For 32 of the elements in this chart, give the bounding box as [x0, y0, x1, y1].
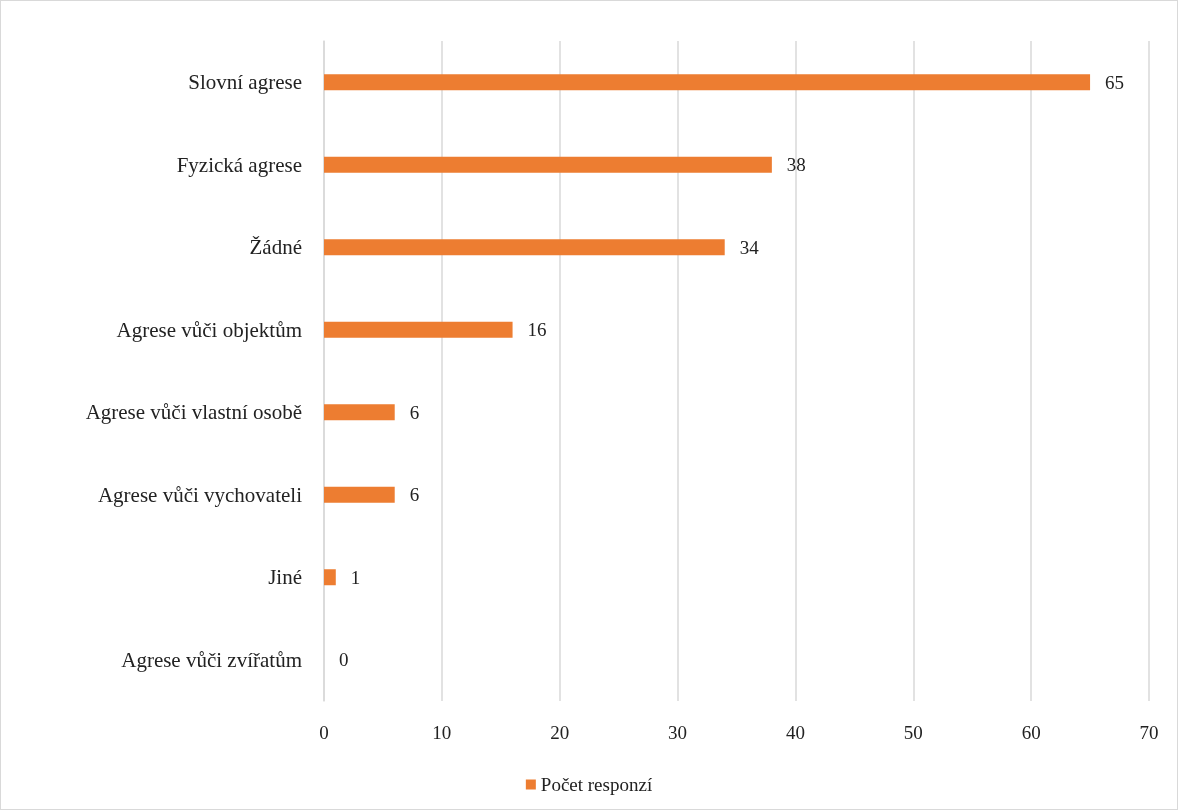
data-label: 38	[786, 154, 806, 176]
data-label: 1	[350, 566, 361, 588]
bar	[324, 404, 395, 421]
x-tick-label: 70	[1139, 722, 1159, 743]
y-tick-label: Agrese vůči vlastní osobě	[85, 400, 302, 425]
bar	[324, 486, 395, 503]
bar	[324, 569, 336, 586]
data-label: 16	[527, 319, 547, 341]
legend-label: Počet responzí	[540, 774, 653, 795]
data-label: 0	[339, 649, 349, 671]
bar	[324, 156, 772, 173]
x-tick-label: 40	[785, 722, 805, 743]
x-tick-label: 60	[1021, 722, 1041, 743]
y-tick-label: Slovní agrese	[188, 70, 302, 95]
y-tick-label: Agrese vůči vychovateli	[97, 482, 303, 507]
x-tick-label: 0	[319, 722, 329, 743]
bar	[324, 74, 1091, 91]
y-tick-label: Jiné	[268, 565, 302, 590]
bar	[324, 321, 513, 338]
data-label: 6	[409, 401, 420, 423]
x-tick-label: 30	[668, 722, 688, 743]
y-tick-label: Fyzická agrese	[176, 152, 302, 177]
y-tick-label: Agrese vůči objektům	[116, 317, 302, 342]
x-tick-label: 10	[432, 722, 452, 743]
data-label: 34	[739, 236, 760, 258]
x-tick-label: 20	[550, 722, 570, 743]
y-tick-label: Žádné	[249, 235, 302, 260]
bar	[324, 239, 725, 256]
data-label: 6	[409, 484, 420, 506]
y-tick-label: Agrese vůči zvířatům	[121, 647, 302, 672]
data-label: 65	[1105, 71, 1125, 93]
x-tick-label: 50	[903, 722, 923, 743]
